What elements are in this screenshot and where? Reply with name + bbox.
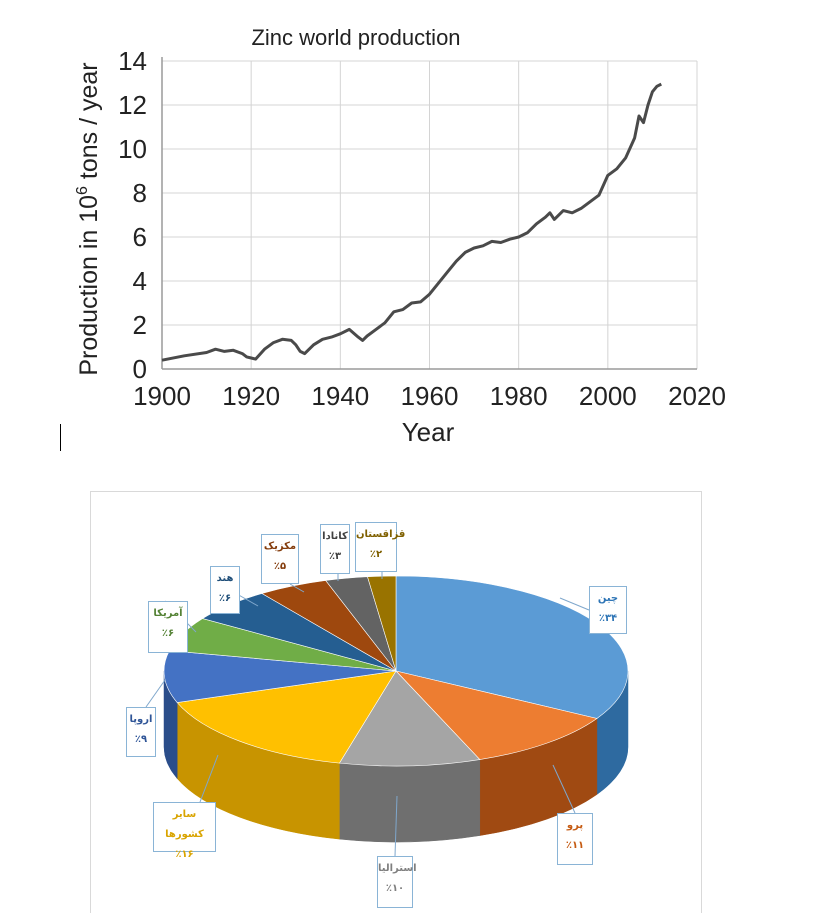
callout-label: پرو	[566, 820, 584, 831]
pie-callout: آمریکا ٪۶	[148, 601, 188, 653]
text-cursor	[60, 424, 61, 451]
pie-slice-سایر کشورها	[176, 670, 397, 764]
x-tick-label: 1920	[222, 381, 280, 411]
y-tick-label: 8	[133, 178, 147, 208]
callout-value: ٪۳	[328, 551, 342, 562]
x-tick-label: 2000	[579, 381, 637, 411]
zinc-production-line-chart: 1900 1920 1940 1960 1980 2000 202002468101214 …	[74, 25, 726, 447]
y-tick-label: 14	[118, 46, 147, 76]
series-line	[161, 82, 662, 362]
callout-label: سایر کشورها	[165, 809, 204, 840]
callout-value: ٪۶	[218, 593, 232, 604]
y-tick-label: 12	[118, 90, 147, 120]
tick-labels: 1900 1920 1940 1960 1980 2000 2020 0 2 4 6 8 10 12 14	[118, 46, 726, 411]
chart-title: Zinc world production	[251, 25, 460, 50]
x-tick-label: 1980	[490, 381, 548, 411]
axes	[161, 57, 697, 370]
callout-value: ٪۵	[273, 561, 287, 572]
callout-leader	[199, 754, 219, 803]
y-tick-label: 6	[133, 222, 147, 252]
pie-callout: مکزیک ٪۵	[261, 534, 299, 584]
pie-slice-اروپا	[163, 650, 397, 703]
x-tick-label: 2020	[668, 381, 726, 411]
callout-value: ٪۲	[369, 549, 383, 560]
callout-label: استرالیا	[378, 863, 417, 874]
callout-label: قزاقستان	[356, 529, 406, 540]
callout-value: ٪۱۶	[175, 849, 194, 860]
callout-value: ٪۹	[134, 734, 148, 745]
y-tick-label: 10	[118, 134, 147, 164]
pie-callout: سایر کشورها ٪۱۶	[153, 802, 216, 860]
pie-callout: پرو ٪۱۱	[557, 813, 593, 865]
pie-slice-پرو	[395, 670, 598, 760]
callout-label: کانادا	[322, 531, 348, 542]
pie-top-faces	[163, 575, 629, 767]
pie-side-استرالیا	[339, 759, 481, 843]
y-axis-label: Production in 106 tons / year	[74, 62, 103, 375]
pie-callout: کانادا ٪۳	[320, 524, 350, 574]
x-tick-label: 1940	[311, 381, 369, 411]
y-tick-label: 0	[133, 354, 147, 384]
pie-callout: استرالیا ٪۱۰	[377, 856, 417, 908]
callout-label: هند	[216, 573, 234, 584]
callout-leader	[289, 583, 305, 593]
callout-leader	[552, 764, 576, 814]
x-tick-label: 1900	[133, 381, 191, 411]
callout-leader	[559, 597, 590, 611]
pie-slice-استرالیا	[338, 670, 481, 767]
y-tick-label: 2	[133, 310, 147, 340]
zinc-country-pie-chart	[145, 572, 629, 857]
x-tick-label: 1960	[401, 381, 459, 411]
callout-leader	[394, 795, 398, 857]
callout-label: چین	[597, 593, 619, 604]
y-tick-label: 4	[133, 266, 147, 296]
callout-value: ٪۳۴	[598, 613, 618, 624]
callout-label: آمریکا	[153, 608, 183, 619]
callout-leader	[145, 679, 166, 708]
callout-value: ٪۶	[161, 628, 175, 639]
x-axis-label: Year	[402, 417, 455, 447]
pie-callout: اروپا ٪۹	[126, 707, 156, 757]
callout-label: مکزیک	[263, 541, 297, 552]
callout-label: اروپا	[129, 714, 153, 725]
pie-callout: قزاقستان ٪۲	[355, 522, 406, 572]
pie-callout: هند ٪۶	[210, 566, 240, 614]
pie-side-walls	[163, 670, 629, 843]
callout-value: ٪۱۱	[565, 840, 585, 851]
pie-callout: چین ٪۳۴	[589, 586, 627, 634]
callout-value: ٪۱۰	[385, 883, 405, 894]
grid	[161, 60, 698, 370]
